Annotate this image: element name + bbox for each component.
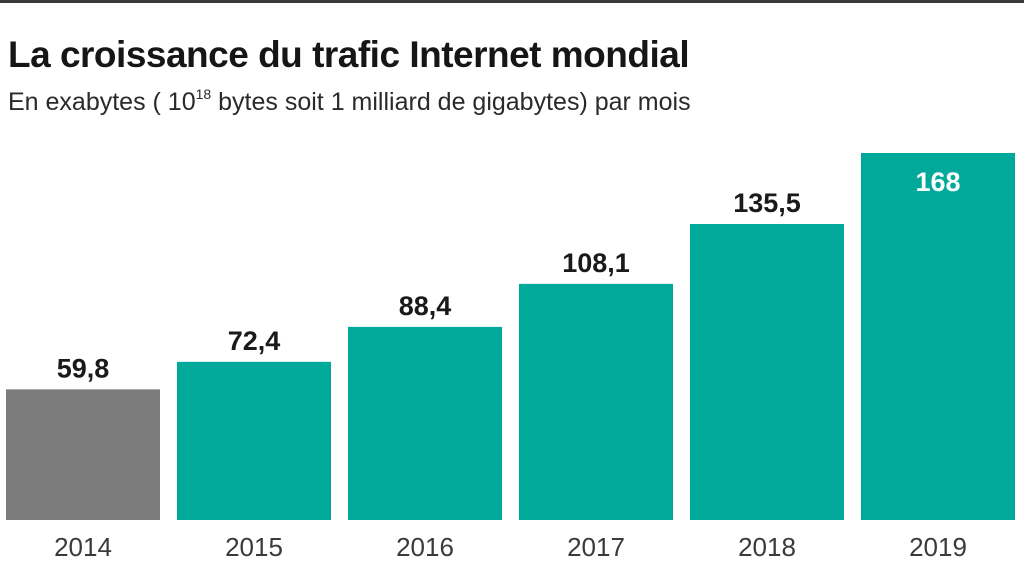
bar-2015 xyxy=(177,361,331,520)
subtitle-exponent: 18 xyxy=(195,86,212,102)
value-label-2016: 88,4 xyxy=(399,291,452,321)
subtitle-text-before: En exabytes ( 10 xyxy=(8,88,196,116)
bar-2018 xyxy=(690,223,844,521)
x-tick-label-2017: 2017 xyxy=(567,532,625,562)
chart-title: La croissance du trafic Internet mondial xyxy=(8,34,690,75)
bar-2014 xyxy=(6,389,160,520)
bar-2019 xyxy=(861,153,1015,520)
value-label-2017: 108,1 xyxy=(562,248,630,278)
value-label-2014: 59,8 xyxy=(57,353,110,383)
value-label-2019: 168 xyxy=(915,167,960,197)
x-tick-label-2015: 2015 xyxy=(225,532,283,562)
x-tick-label-2018: 2018 xyxy=(738,532,796,562)
bar-2016 xyxy=(348,326,502,520)
x-tick-label-2019: 2019 xyxy=(909,532,967,562)
top-rule xyxy=(0,0,1024,3)
subtitle-text-after: bytes soit 1 milliard de gigabytes) par … xyxy=(211,88,691,116)
x-tick-label-2016: 2016 xyxy=(396,532,454,562)
chart-subtitle: En exabytes ( 1018 bytes soit 1 milliard… xyxy=(8,86,691,117)
x-tick-label-2014: 2014 xyxy=(54,532,112,562)
value-label-2015: 72,4 xyxy=(228,326,281,356)
value-label-2018: 135,5 xyxy=(733,188,801,218)
bar-2017 xyxy=(519,283,673,520)
